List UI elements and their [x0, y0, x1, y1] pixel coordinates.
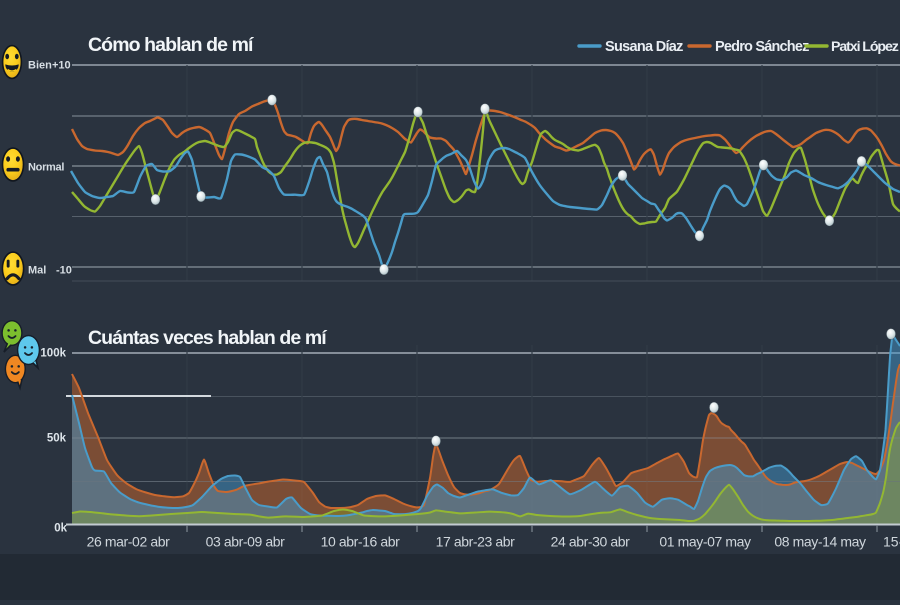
svg-text:50k: 50k [47, 433, 67, 445]
svg-text:17 abr-23 abr: 17 abr-23 abr [436, 534, 516, 550]
svg-text:Pedro Sánchez: Pedro Sánchez [715, 39, 809, 55]
svg-text:26 mar-02 abr: 26 mar-02 abr [87, 534, 170, 550]
svg-text:Cuántas veces hablan de mí: Cuántas veces hablan de mí [88, 327, 327, 349]
svg-text:Cómo hablan de mí: Cómo hablan de mí [88, 34, 254, 56]
svg-text:Patxi López: Patxi López [831, 39, 899, 55]
svg-text:Normal: Normal [28, 162, 64, 174]
svg-text:100k: 100k [40, 348, 66, 360]
svg-text:-10: -10 [56, 265, 72, 277]
svg-text:Mal: Mal [28, 265, 46, 277]
svg-text:10 abr-16 abr: 10 abr-16 abr [321, 534, 401, 550]
svg-text:08 may-14 may: 08 may-14 may [774, 534, 866, 550]
svg-text:0k: 0k [54, 523, 67, 535]
svg-text:01 may-07 may: 01 may-07 may [659, 534, 751, 550]
svg-text:Bien: Bien [28, 60, 52, 72]
svg-text:24 abr-30 abr: 24 abr-30 abr [551, 534, 631, 550]
svg-text:+10: +10 [52, 60, 71, 72]
svg-text:15-: 15- [883, 534, 900, 550]
svg-text:03 abr-09 abr: 03 abr-09 abr [206, 534, 286, 550]
svg-text:Susana Díaz: Susana Díaz [605, 39, 683, 55]
